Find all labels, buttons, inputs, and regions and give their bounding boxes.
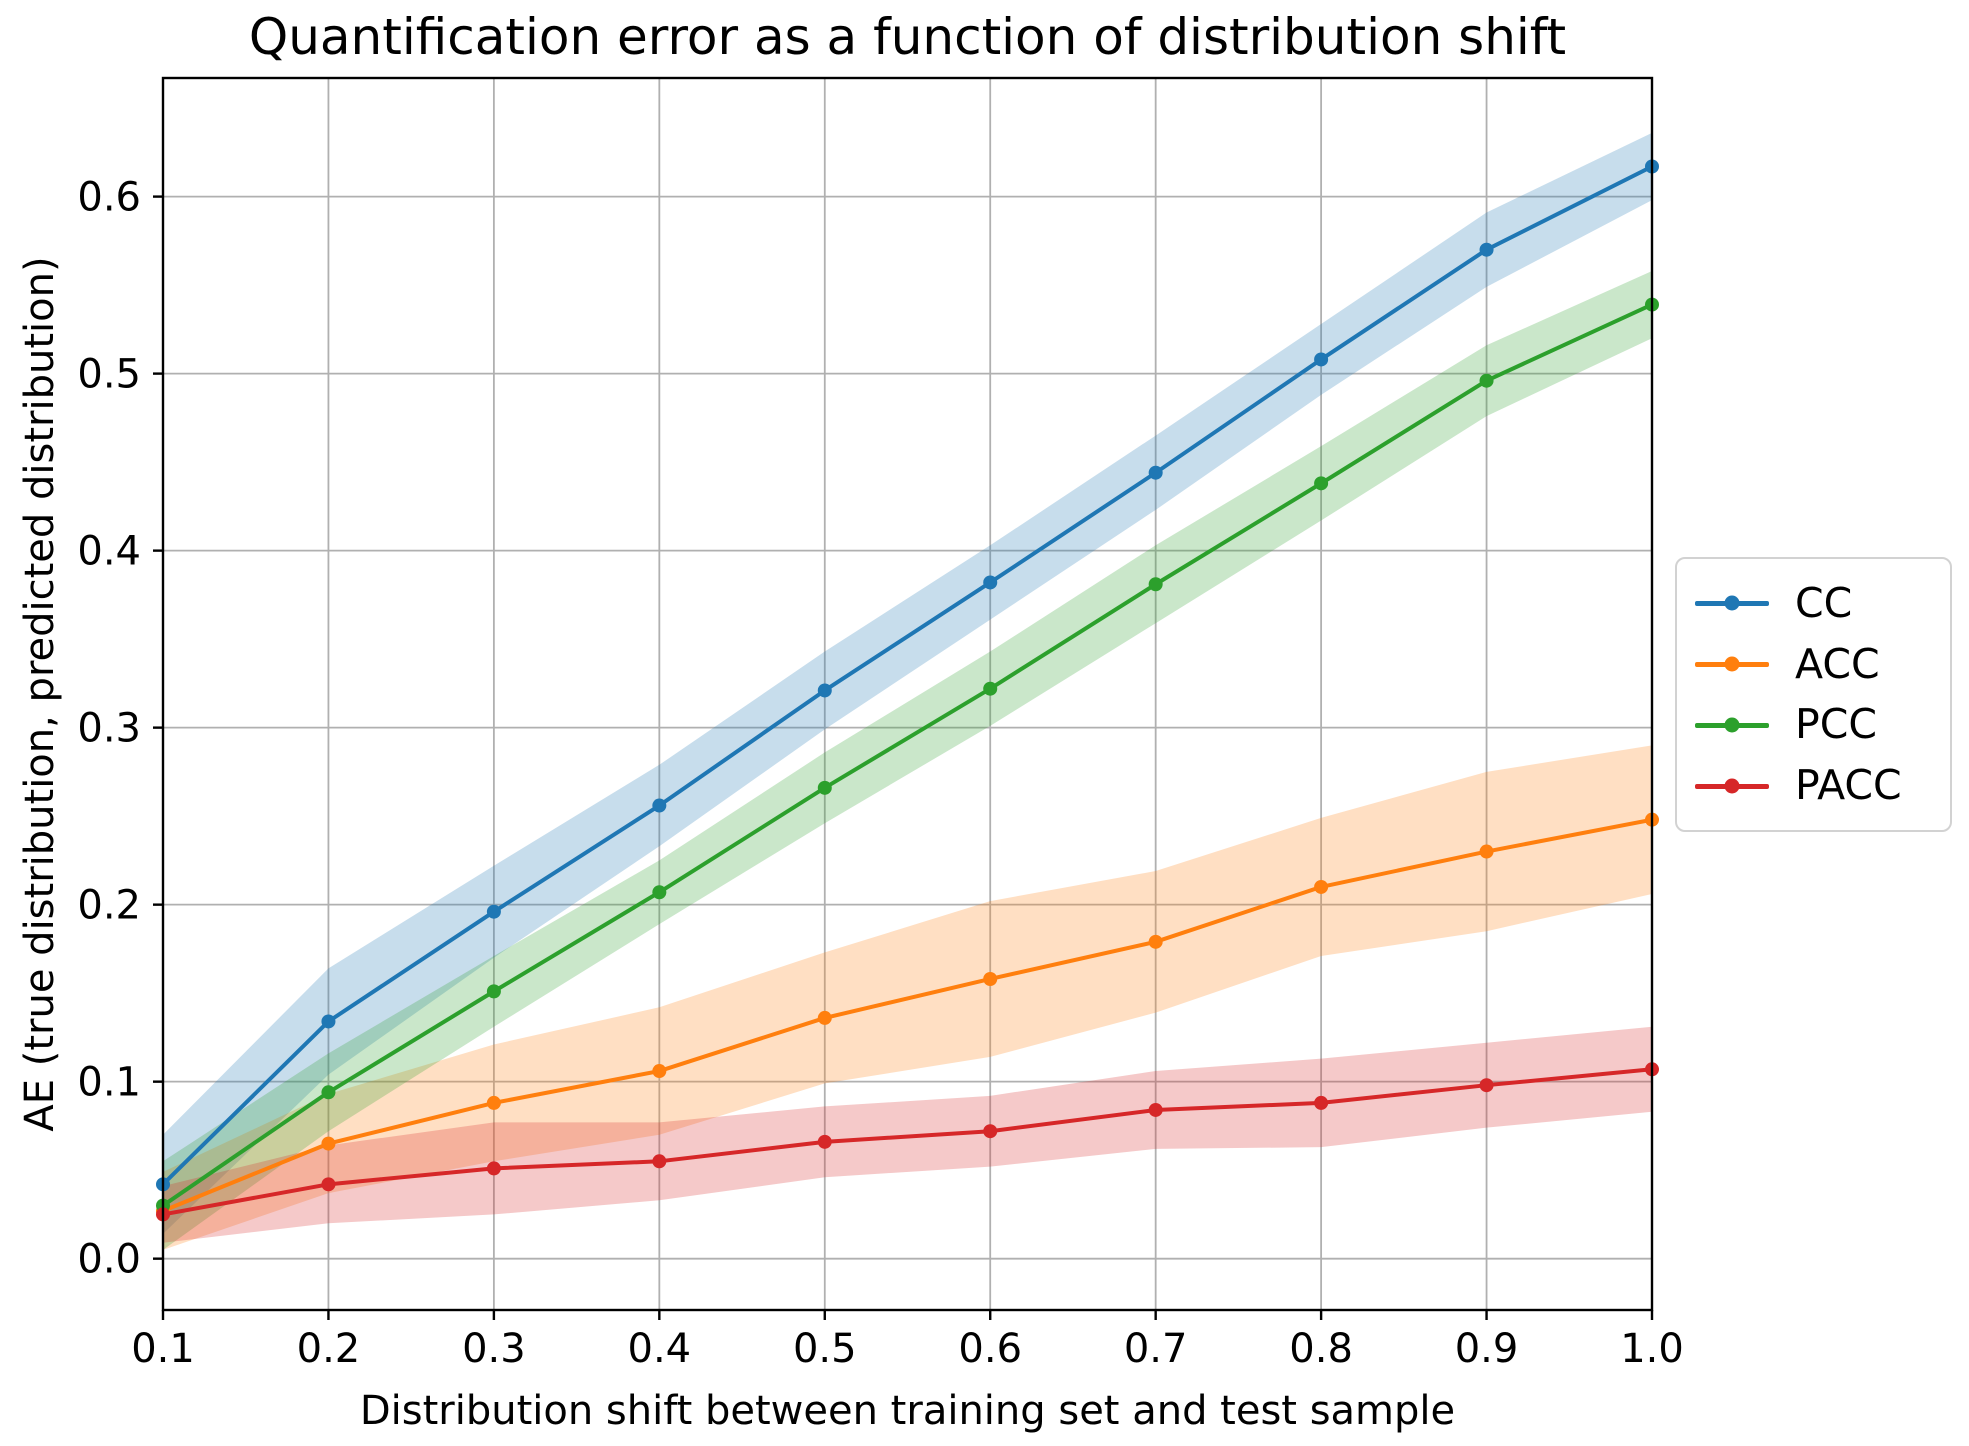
legend-entry-label: PACC	[1795, 761, 1902, 810]
legend-line-sample	[1695, 717, 1769, 733]
data-point-pcc	[1148, 577, 1163, 592]
confidence-band-cc	[163, 132, 1652, 1234]
data-point-cc	[1314, 352, 1329, 367]
data-point-pcc	[1314, 476, 1329, 491]
data-point-acc	[1479, 844, 1494, 859]
data-point-acc	[983, 971, 998, 986]
data-point-pcc	[486, 984, 501, 999]
data-point-acc	[1314, 879, 1329, 894]
data-point-cc	[817, 683, 832, 698]
y-tick-label: 0.3	[77, 706, 141, 752]
x-tick-label: 0.4	[628, 1326, 692, 1372]
data-point-pacc	[983, 1124, 998, 1139]
x-tick-label: 0.5	[793, 1326, 857, 1372]
data-point-pcc	[1479, 373, 1494, 388]
confidence-band-pcc	[163, 270, 1652, 1250]
data-point-acc	[652, 1064, 667, 1079]
data-point-pacc	[321, 1177, 336, 1192]
x-tick-label: 0.1	[131, 1326, 195, 1372]
x-tick-label: 0.7	[1124, 1326, 1188, 1372]
x-axis-label: Distribution shift between training set …	[359, 1388, 1456, 1434]
x-tick-label: 0.8	[1289, 1326, 1353, 1372]
legend-entry-cc: CC	[1695, 578, 1950, 627]
data-point-cc	[983, 575, 998, 590]
legend-entry-acc: ACC	[1695, 639, 1950, 688]
legend-line-sample	[1695, 595, 1769, 611]
y-tick-label: 0.0	[77, 1237, 141, 1283]
data-point-pcc	[652, 885, 667, 900]
data-point-acc	[321, 1136, 336, 1151]
chart-title: Quantification error as a function of di…	[248, 8, 1567, 66]
x-tick-label: 0.2	[297, 1326, 361, 1372]
y-tick-label: 0.1	[77, 1060, 141, 1106]
data-point-cc	[486, 904, 501, 919]
data-point-pcc	[983, 681, 998, 696]
data-point-pcc	[817, 780, 832, 795]
x-tick-label: 1.0	[1620, 1326, 1684, 1372]
y-tick-label: 0.2	[77, 883, 141, 929]
data-point-pacc	[486, 1161, 501, 1176]
legend-entry-label: PCC	[1795, 700, 1877, 749]
series-line-pacc	[161, 1067, 1654, 1217]
series-line-pcc	[161, 302, 1654, 1208]
data-point-acc	[817, 1010, 832, 1025]
data-point-pacc	[817, 1134, 832, 1149]
x-tick-label: 0.3	[462, 1326, 526, 1372]
data-point-cc	[652, 798, 667, 813]
data-point-pacc	[1479, 1078, 1494, 1093]
legend-entry-pcc: PCC	[1695, 704, 1950, 745]
y-tick-label: 0.5	[77, 352, 141, 398]
y-axis-label: AE (true distribution, predicted distrib…	[17, 256, 63, 1132]
legend-entry-pacc: PACC	[1695, 765, 1950, 806]
y-tick-label: 0.6	[77, 175, 141, 221]
legend-line-sample	[1695, 656, 1769, 672]
x-tick-label: 0.9	[1455, 1326, 1519, 1372]
data-point-pacc	[1314, 1095, 1329, 1110]
x-tick-label: 0.6	[958, 1326, 1022, 1372]
data-point-acc	[1148, 934, 1163, 949]
series-line-acc	[161, 817, 1654, 1213]
legend-entry-label: ACC	[1795, 639, 1880, 688]
data-point-cc	[1479, 242, 1494, 257]
y-tick-label: 0.4	[77, 529, 141, 575]
legend-entry-label: CC	[1795, 578, 1853, 627]
data-point-pacc	[1148, 1102, 1163, 1117]
data-point-cc	[1148, 465, 1163, 480]
legend-line-sample	[1695, 778, 1769, 794]
data-point-pacc	[652, 1154, 667, 1169]
data-point-pcc	[321, 1085, 336, 1100]
series-line-cc	[161, 164, 1654, 1187]
plot-border	[161, 76, 1654, 1312]
legend: CC ACC PCC PACC	[1675, 557, 1952, 832]
data-point-cc	[321, 1014, 336, 1029]
data-point-acc	[486, 1095, 501, 1110]
